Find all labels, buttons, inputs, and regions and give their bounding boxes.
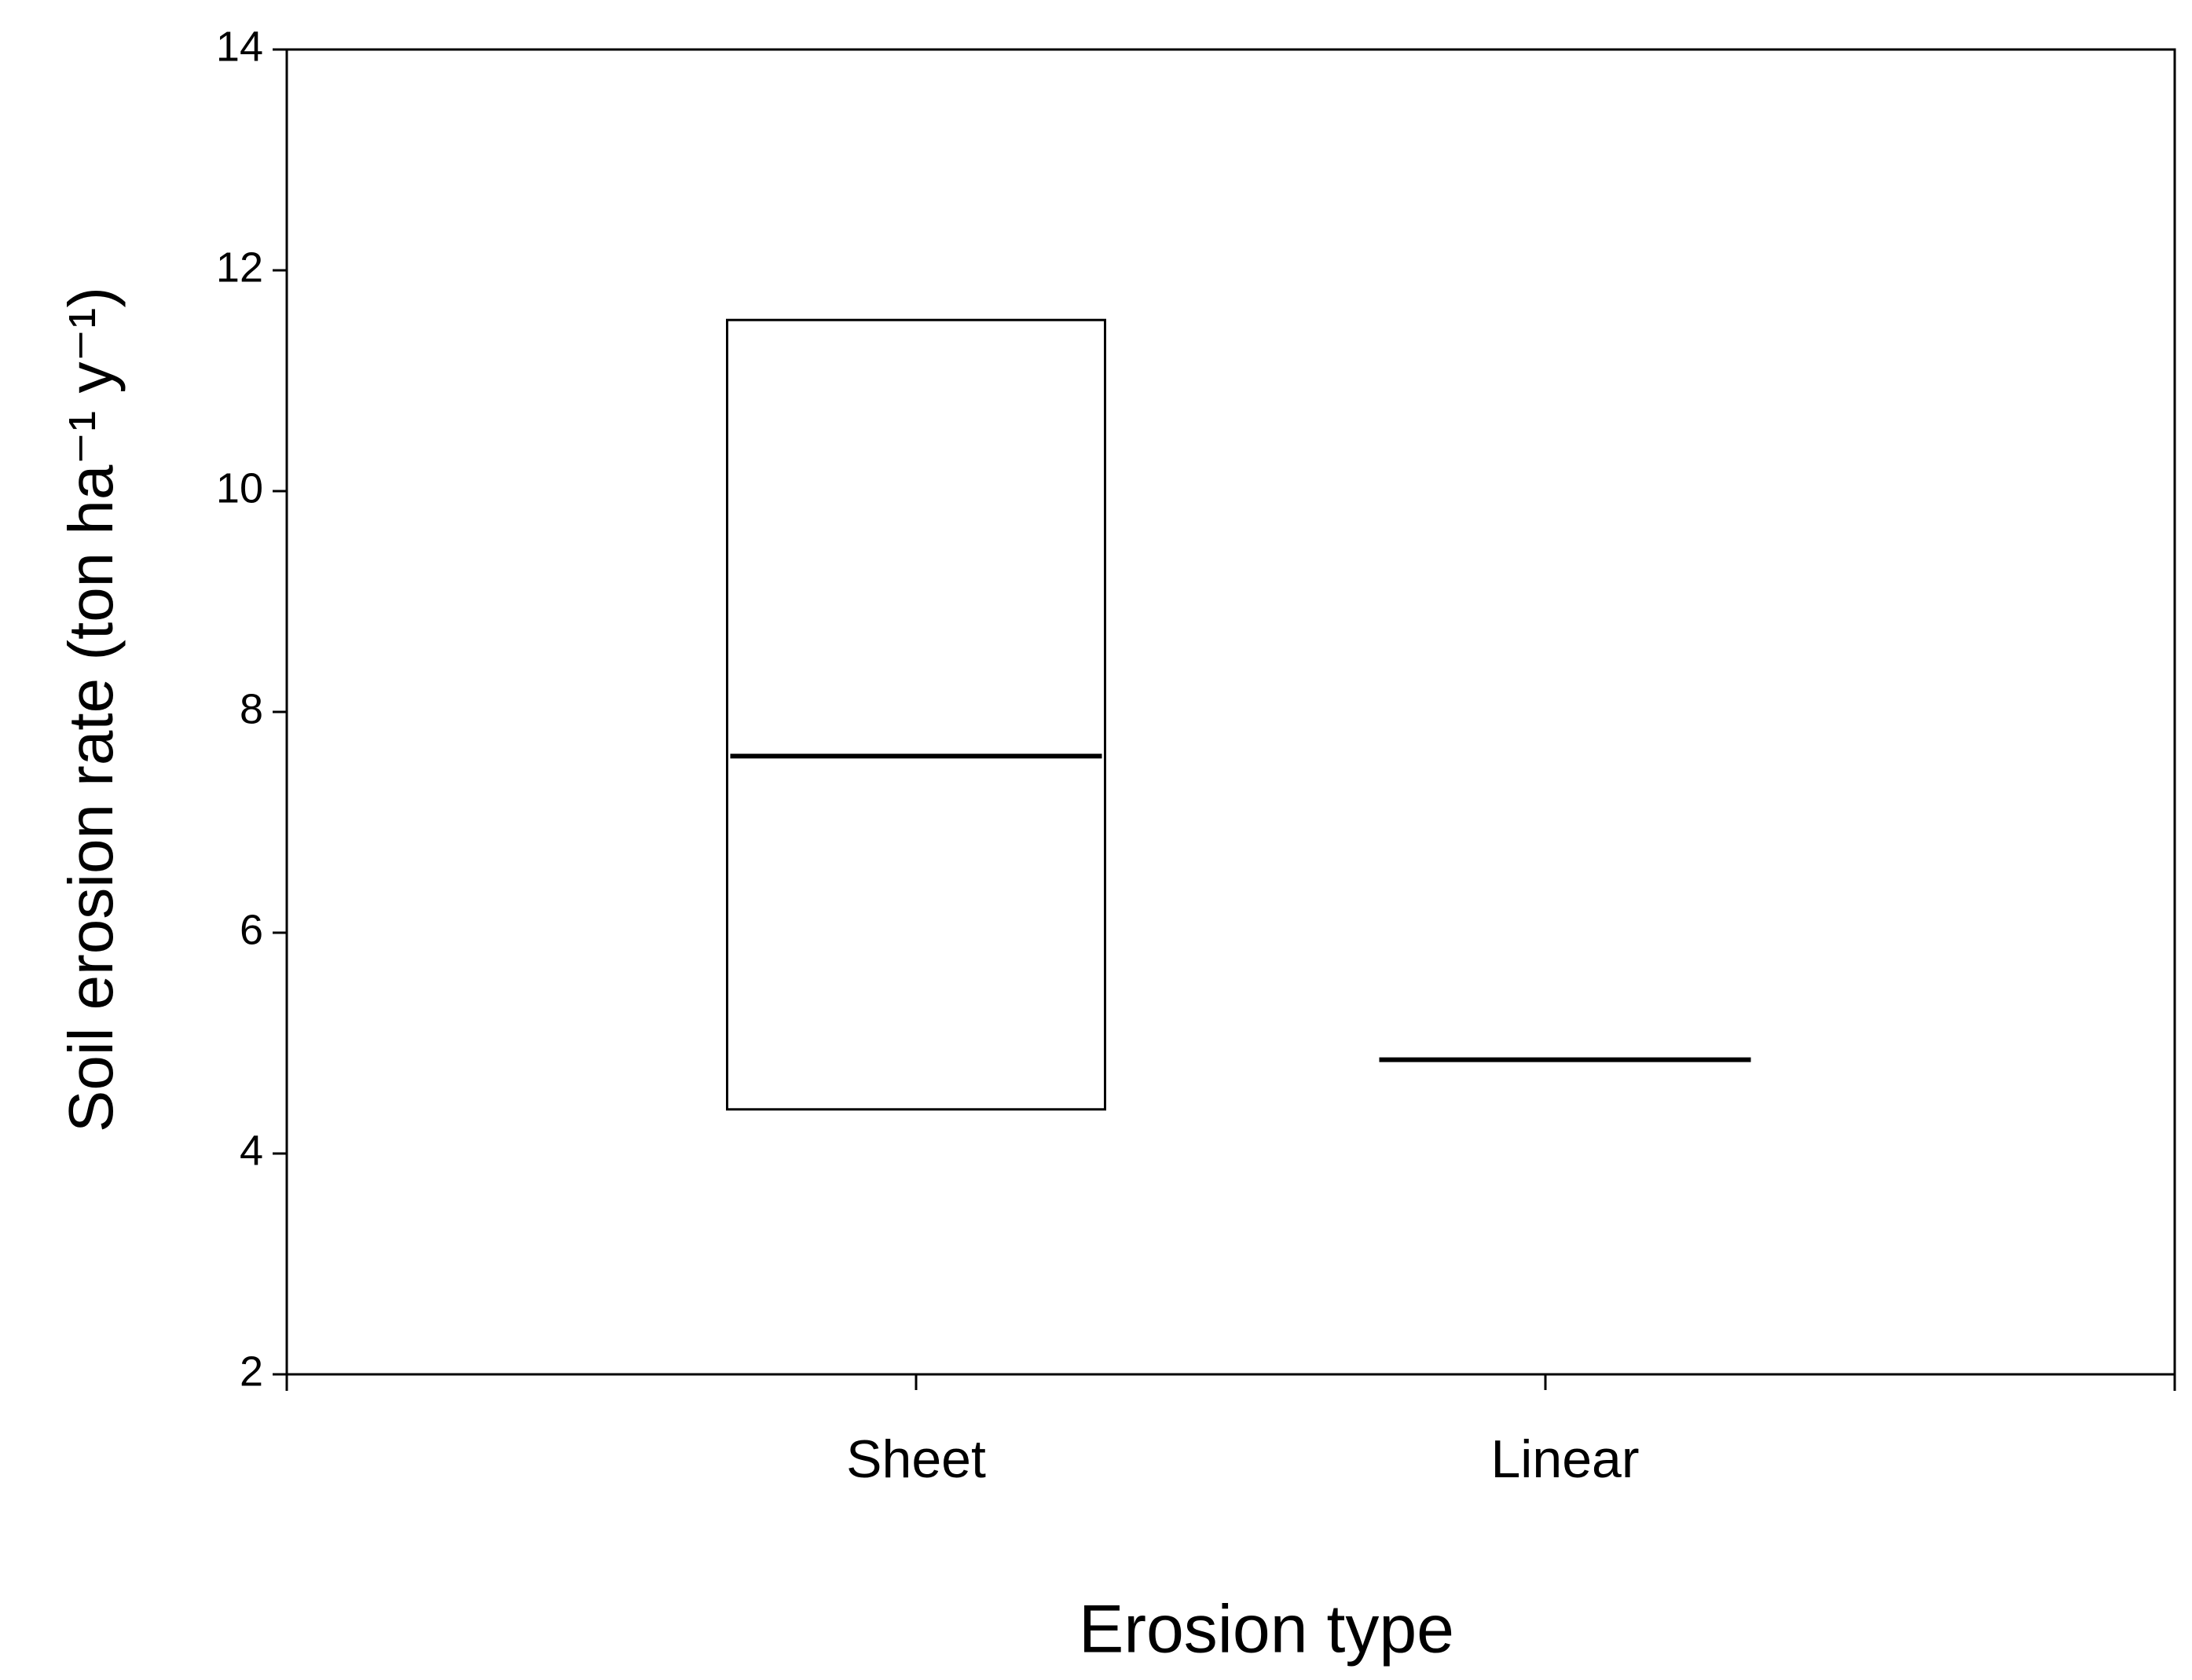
x-tick-label: Linear xyxy=(1490,1429,1639,1489)
y-tick-label: 6 xyxy=(240,906,263,953)
y-axis-title: Soil erosion rate (ton ha⁻¹ y⁻¹) xyxy=(56,287,126,1132)
y-tick-label: 8 xyxy=(240,685,263,732)
y-tick-label: 14 xyxy=(216,23,263,70)
plot-frame xyxy=(285,48,2176,1376)
x-tick-label: Sheet xyxy=(846,1429,986,1489)
y-tick-label: 2 xyxy=(240,1348,263,1395)
x-axis-title: Erosion type xyxy=(1079,1592,1454,1667)
y-tick-label: 12 xyxy=(216,244,263,291)
y-tick-label: 10 xyxy=(216,464,263,512)
y-tick-label: 4 xyxy=(240,1127,263,1174)
box xyxy=(726,318,1106,1111)
